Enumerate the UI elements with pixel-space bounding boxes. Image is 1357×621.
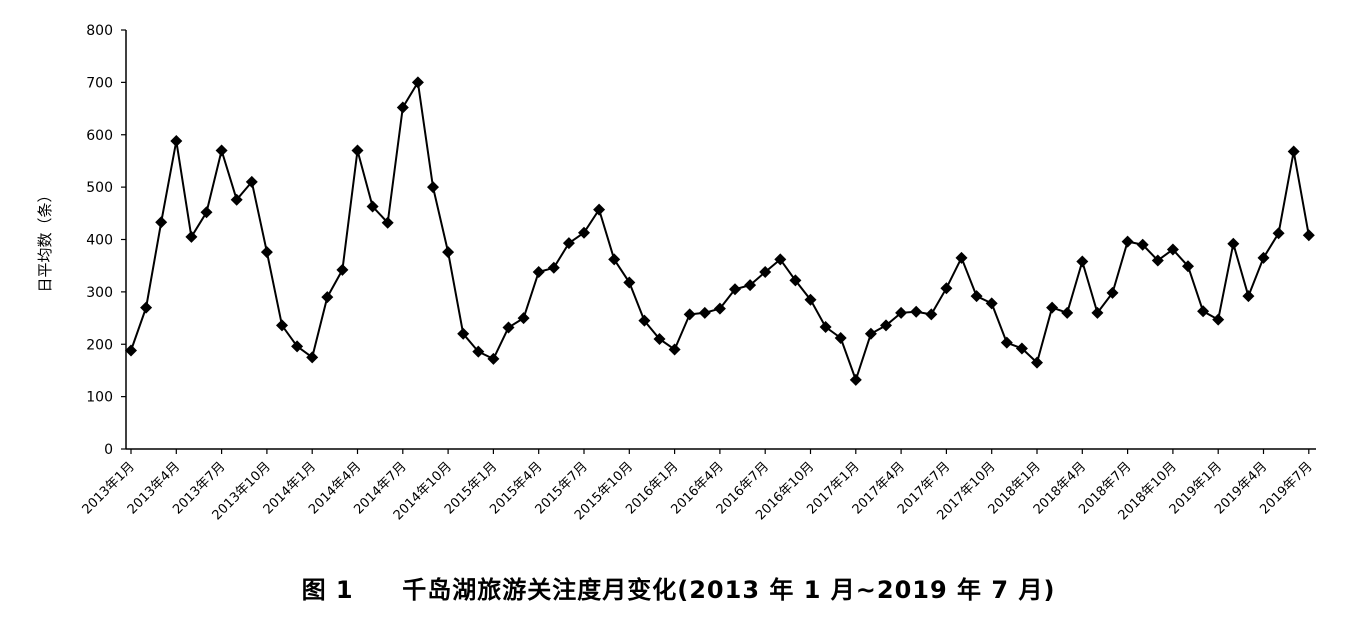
data-point-marker (260, 246, 273, 259)
figure-title: 千岛湖旅游关注度月变化(2013 年 1 月~2019 年 7 月) (402, 576, 1056, 604)
data-point-marker (849, 373, 862, 386)
data-point-marker (729, 283, 741, 296)
data-point-marker (1091, 306, 1104, 319)
data-point-marker (366, 200, 379, 213)
y-tick-label: 100 (86, 390, 113, 406)
data-point-marker (713, 302, 726, 315)
data-point-marker (834, 331, 847, 344)
data-point-marker (623, 276, 636, 289)
data-point-marker (351, 144, 364, 157)
data-point-marker (1227, 237, 1240, 250)
data-point-marker (789, 274, 802, 287)
y-tick-label: 600 (86, 128, 113, 144)
data-point-marker (1136, 238, 1149, 251)
data-point-marker (940, 282, 953, 295)
data-point-marker (200, 206, 213, 219)
data-point-marker (744, 279, 757, 292)
y-axis-label: 日平均数（条） (36, 187, 54, 292)
data-point-marker (1302, 229, 1315, 242)
data-point-marker (306, 351, 319, 364)
y-tick-label: 300 (86, 285, 113, 301)
data-point-marker (1061, 306, 1074, 319)
series-line (130, 79, 1310, 383)
data-point-marker (517, 312, 530, 325)
data-point-marker (955, 251, 968, 264)
data-point-marker (215, 144, 228, 157)
data-point-marker (230, 193, 243, 206)
data-point-marker (1166, 243, 1179, 256)
data-point-marker (698, 306, 711, 319)
data-point-marker (487, 352, 500, 365)
data-point-marker (910, 305, 923, 318)
figure-caption: 图 1 千岛湖旅游关注度月变化(2013 年 1 月~2019 年 7 月) (0, 570, 1357, 605)
chart-area: 0 100 200 300 400 500 600 700 800 2013年1月 2013年4月 2… (36, 23, 1316, 523)
data-point-marker (411, 76, 424, 89)
y-tick-label: 800 (86, 23, 113, 39)
data-point-marker (578, 226, 590, 239)
data-point-marker (1015, 342, 1028, 355)
y-tick-label: 500 (86, 180, 113, 196)
data-point-marker (140, 301, 153, 314)
figure-label: 图 1 (301, 576, 354, 604)
data-point-marker (593, 203, 606, 216)
data-point-marker (396, 101, 409, 114)
data-point-marker (774, 253, 787, 266)
data-point-marker (336, 263, 349, 276)
data-point-marker (1242, 290, 1255, 303)
data-point-marker (653, 333, 666, 346)
data-point-marker (864, 327, 877, 340)
data-point-marker (819, 320, 832, 333)
y-tick-label: 700 (86, 75, 113, 91)
data-point-marker (1076, 255, 1089, 268)
data-point-marker (125, 344, 137, 357)
data-point-marker (245, 175, 258, 188)
data-point-marker (1212, 313, 1225, 326)
data-point-marker (185, 230, 198, 243)
data-point-marker (276, 319, 288, 332)
data-point-marker (1197, 305, 1210, 318)
data-point-marker (562, 237, 575, 250)
data-point-marker (970, 290, 983, 303)
y-tick-label: 200 (86, 337, 113, 353)
data-point-marker (427, 181, 439, 194)
data-point-marker (1257, 251, 1270, 264)
data-point-marker (880, 319, 892, 332)
data-point-marker (804, 293, 817, 306)
data-point-marker (472, 345, 485, 358)
data-point-marker (532, 265, 545, 278)
data-point-marker (291, 340, 304, 353)
data-point-marker (547, 261, 560, 274)
line-chart: 01002003004005006007008002013年1月2013年4月2… (36, 23, 1316, 523)
data-point-marker (1151, 254, 1164, 267)
data-point-marker (170, 135, 183, 148)
data-point-marker (1000, 336, 1013, 349)
data-point-marker (1287, 145, 1300, 158)
data-point-marker (638, 314, 651, 327)
data-point-marker (1272, 227, 1285, 240)
data-point-marker (381, 216, 394, 229)
data-point-marker (895, 306, 908, 319)
data-point-marker (925, 308, 938, 321)
data-point-marker (442, 246, 455, 259)
data-point-marker (1121, 235, 1134, 248)
data-point-marker (1046, 301, 1059, 314)
data-point-marker (1031, 356, 1043, 369)
y-tick-label: 400 (86, 233, 113, 249)
data-point-marker (668, 343, 681, 356)
data-point-marker (759, 265, 772, 278)
data-point-marker (608, 253, 621, 266)
y-tick-label: 0 (104, 442, 113, 458)
data-point-marker (457, 327, 470, 340)
data-point-marker (321, 291, 334, 304)
data-point-marker (155, 216, 168, 229)
data-point-marker (985, 297, 998, 310)
data-point-marker (683, 308, 696, 321)
data-point-marker (1182, 260, 1194, 273)
data-point-marker (502, 321, 515, 334)
data-point-marker (1106, 286, 1119, 299)
